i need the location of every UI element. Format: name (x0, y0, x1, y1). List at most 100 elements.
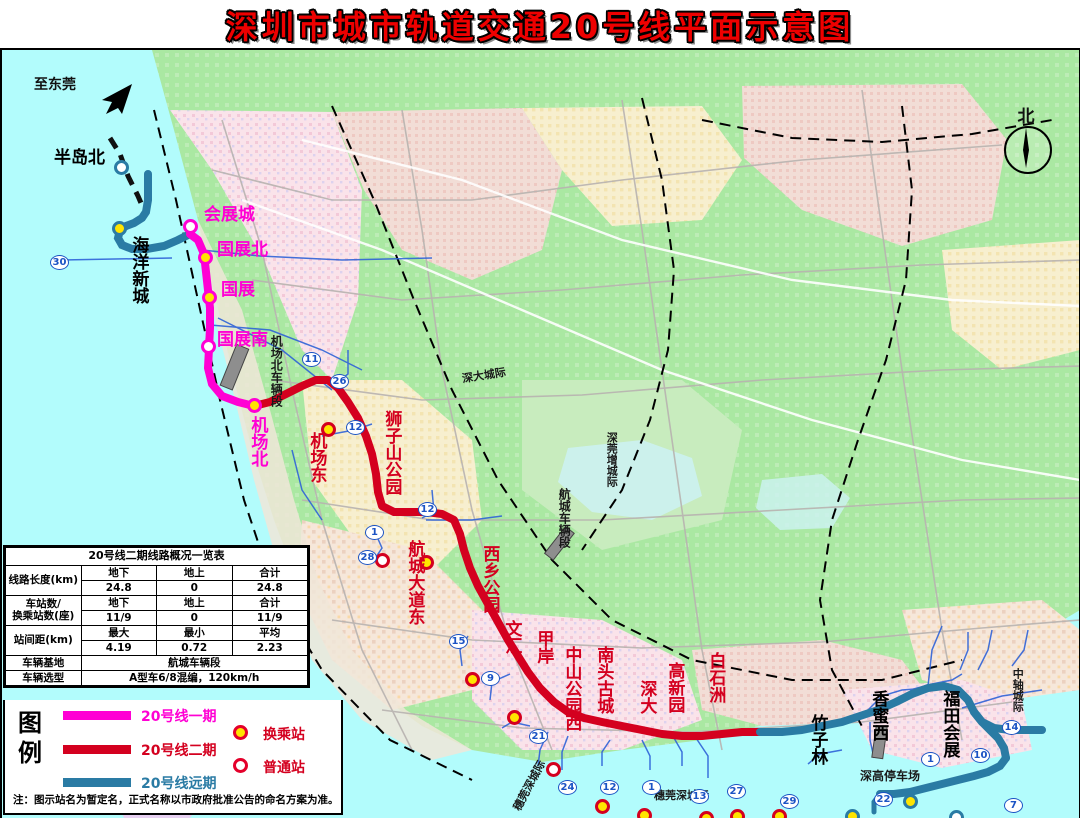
station-dot-甲岸[interactable] (546, 762, 561, 777)
line-badge-29[interactable]: 29 (780, 794, 799, 809)
line-badge-22[interactable]: 22 (874, 792, 893, 807)
station-label-国展南: 国展南 (217, 330, 268, 350)
line-badge-27[interactable]: 27 (727, 784, 746, 799)
station-dot-福田会展[interactable] (949, 810, 964, 818)
route-phase3-east-lower (970, 708, 1010, 762)
station-label-竹子林: 竹子林 (807, 714, 828, 765)
table-row-head-stations-line2: 换乘站数(座) (12, 610, 75, 623)
station-dot-海洋新城[interactable] (112, 221, 127, 236)
legend-swatch-phase3 (63, 778, 131, 787)
legend-title: 图 例 (13, 708, 47, 768)
station-label-狮子山公园: 狮子山公园 (381, 410, 402, 495)
line-badge-24[interactable]: 24 (558, 780, 577, 795)
legend-swatch-phase2 (63, 745, 131, 754)
table-value-length-elevated: 0 (156, 579, 233, 596)
table-row-head-length: 线路长度(km) (5, 564, 82, 596)
route-to-dongguan (107, 136, 147, 211)
line-badge-21[interactable]: 21 (529, 729, 548, 744)
table-subhead-stations-underground: 地下 (80, 594, 157, 611)
station-dot-国展北[interactable] (198, 250, 213, 265)
table-value-length-underground: 24.8 (80, 579, 157, 596)
station-label-甲岸: 甲岸 (533, 630, 554, 664)
direction-to-dongguan-label: 至东莞 (34, 77, 76, 93)
compass-north-label: 北 (1017, 107, 1035, 127)
line-badge-13[interactable]: 13 (690, 789, 709, 804)
line-badge-1a[interactable]: 1 (365, 525, 384, 540)
legend-title-char2: 例 (18, 739, 42, 767)
station-dot-机场北[interactable] (247, 398, 262, 413)
legend-note: 注：图示站名为暂定名，正式名称以市政府批准公告的命名方案为准。 (13, 794, 339, 806)
line-badge-12a[interactable]: 12 (346, 420, 365, 435)
station-label-南头古城: 南头古城 (593, 646, 614, 714)
station-dot-竹子林[interactable] (845, 809, 860, 818)
compass-needle-icon (1023, 128, 1029, 168)
table-caption: 20号线二期线路概况一览表 (5, 547, 308, 566)
station-dot-南头古城[interactable] (637, 808, 652, 818)
line-badge-30[interactable]: 30 (50, 255, 69, 270)
table-value-spacing-max: 4.19 (80, 639, 157, 657)
legend-title-char1: 图 (18, 709, 42, 737)
line-badge-1b[interactable]: 1 (642, 780, 661, 795)
legend-label-ordinary-station: 普通站 (263, 760, 305, 776)
geo-label-机场北车辆段: 机场北车辆段 (269, 335, 284, 407)
station-dot-国展南[interactable] (201, 339, 216, 354)
map-canvas[interactable]: 至东莞 半岛北 海洋新城 会展城 国展北 国展 国展南 (0, 50, 1080, 818)
station-dot-文汇[interactable] (507, 710, 522, 725)
station-dot-中山公园西[interactable] (595, 799, 610, 814)
line-badge-10[interactable]: 10 (971, 748, 990, 763)
station-dot-深大[interactable] (699, 811, 714, 818)
station-label-半岛北: 半岛北 (54, 148, 105, 168)
depot-blocks (219, 343, 888, 760)
page-title: 深圳市城市轨道交通20号线平面示意图 (225, 8, 855, 46)
legend-label-interchange-station: 换乘站 (263, 727, 305, 743)
table-row-head-depot: 车辆基地 (5, 655, 82, 672)
table-row-head-stations-line1: 车站数/ (25, 598, 61, 611)
line-badge-9[interactable]: 9 (481, 671, 500, 686)
station-label-机场北: 机场北 (247, 416, 268, 467)
station-dot-香蜜西[interactable] (903, 794, 918, 809)
table-value-stations-underground: 11/9 (80, 609, 157, 626)
line-badge-14[interactable]: 14 (1002, 720, 1021, 735)
geo-label-深高停车场: 深高停车场 (860, 769, 921, 783)
station-dot-狮子山公园[interactable] (375, 553, 390, 568)
table-row-head-stations: 车站数/ 换乘站数(座) (5, 594, 82, 626)
table-row-head-spacing: 站间距(km) (5, 624, 82, 657)
station-dot-白石洲[interactable] (772, 809, 787, 818)
table-value-rolling-stock: A型车6/8混编，120km/h (80, 670, 308, 687)
line-badge-28[interactable]: 28 (358, 550, 377, 565)
legend-label-phase3: 20号线远期 (141, 776, 217, 792)
line-badge-12c[interactable]: 12 (600, 780, 619, 795)
route-phase3-east-upper (756, 682, 1046, 736)
station-label-国展: 国展 (221, 280, 255, 300)
table-value-stations-elevated: 0 (156, 609, 233, 626)
table-subhead-stations-total: 合计 (231, 594, 308, 611)
station-dot-国展[interactable] (202, 290, 217, 305)
table-value-stations-total: 11/9 (231, 609, 308, 626)
line-summary-table: 20号线二期线路概况一览表 线路长度(km) 地下 地上 合计 24.8 0 2… (3, 545, 310, 689)
table-subhead-length-total: 合计 (231, 564, 308, 581)
station-dot-西乡公园[interactable] (465, 672, 480, 687)
line-badge-12b[interactable]: 12 (418, 502, 437, 517)
legend-label-phase2: 20号线二期 (141, 743, 217, 759)
map-graphics (2, 50, 1079, 818)
line-badge-7[interactable]: 7 (1004, 798, 1023, 813)
table-subhead-spacing-avg: 平均 (231, 624, 308, 641)
table-row-head-rolling-stock: 车辆选型 (5, 670, 82, 687)
table-value-length-total: 24.8 (231, 579, 308, 596)
line-badge-11[interactable]: 11 (302, 352, 321, 367)
station-label-西乡公园: 西乡公园 (479, 545, 500, 613)
geo-label-中轴城际: 中轴城际 (1011, 668, 1025, 712)
station-dot-高新园[interactable] (730, 809, 745, 818)
station-dot-航城大道东[interactable] (419, 555, 434, 570)
line-badge-1c[interactable]: 1 (921, 752, 940, 767)
route-phase3-south (876, 754, 1010, 798)
station-dot-会展城[interactable] (183, 219, 198, 234)
line-badge-26[interactable]: 26 (330, 374, 349, 389)
station-dot-半岛北[interactable] (114, 160, 129, 175)
station-dot-机场东[interactable] (321, 422, 336, 437)
table-subhead-spacing-max: 最大 (80, 624, 157, 641)
legend-swatch-phase1 (63, 711, 131, 720)
table-subhead-length-elevated: 地上 (156, 564, 233, 581)
geo-label-深莞增城际: 深莞增城际 (605, 432, 619, 487)
line-badge-15[interactable]: 15 (449, 634, 468, 649)
